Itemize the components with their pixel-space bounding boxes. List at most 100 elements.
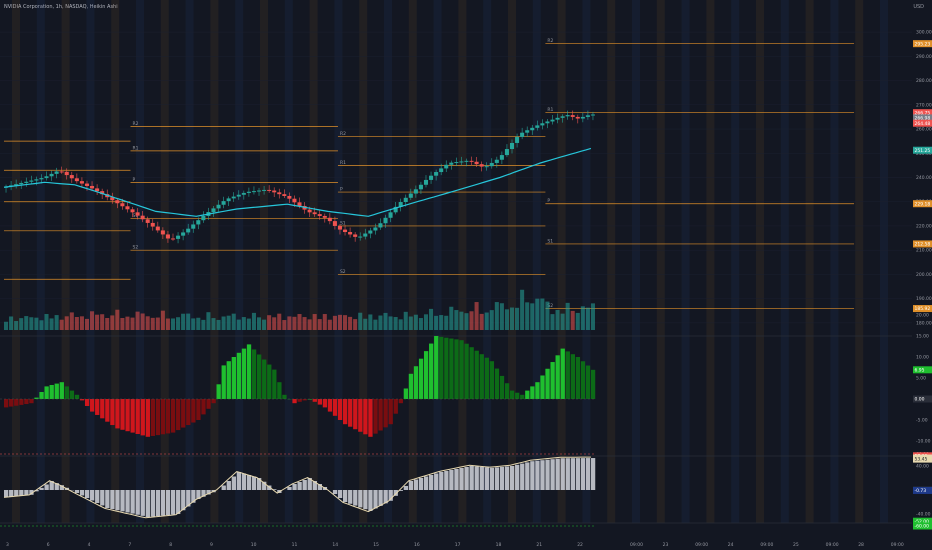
rsi-tick: 40.00 bbox=[916, 464, 929, 470]
osc-bar bbox=[297, 399, 302, 402]
volume-bar bbox=[489, 310, 494, 330]
candle-body bbox=[373, 227, 378, 231]
time-tick: 09:00 bbox=[891, 542, 904, 548]
candle-body bbox=[54, 171, 59, 174]
candle-body bbox=[312, 212, 317, 215]
time-tick: 09:00 bbox=[695, 542, 708, 548]
osc-bar bbox=[408, 373, 414, 399]
osc-bar bbox=[413, 366, 419, 399]
volume-bar bbox=[378, 315, 383, 330]
osc-bar bbox=[241, 348, 247, 399]
pivot-label: R1 bbox=[547, 107, 553, 113]
rsi-bar bbox=[110, 490, 115, 510]
price-badge: 266.75 bbox=[913, 109, 932, 116]
volume-bar bbox=[494, 302, 499, 330]
osc-bar bbox=[317, 399, 323, 405]
volume-bar bbox=[565, 302, 570, 330]
rsi-bar bbox=[520, 463, 525, 490]
price-badge: -52.00 bbox=[913, 517, 932, 525]
osc-bar bbox=[59, 382, 64, 399]
candle-body bbox=[469, 160, 474, 162]
osc-bar bbox=[196, 399, 201, 420]
time-tick: 09:00 bbox=[826, 542, 839, 548]
osc-bar bbox=[363, 399, 368, 435]
price-badge-text: -0.73 bbox=[915, 488, 927, 494]
session-band bbox=[433, 0, 442, 523]
rsi-bar bbox=[19, 490, 24, 496]
volume-bar bbox=[206, 312, 211, 330]
pivot-levels: R2 R1 P S1 S2 R2 R1 P S1 S2 R2 R1 P S1 S2 bbox=[4, 38, 855, 309]
osc-bar bbox=[231, 357, 236, 399]
rsi-bar bbox=[100, 490, 105, 506]
volume-bar bbox=[348, 316, 353, 330]
session-band bbox=[160, 0, 169, 523]
osc-bar bbox=[206, 399, 211, 409]
price-tick: 250.00 bbox=[916, 151, 932, 157]
time-tick: 7 bbox=[128, 542, 131, 548]
volume-bar bbox=[590, 303, 595, 330]
session-band bbox=[483, 0, 492, 523]
rsi-line bbox=[3, 456, 591, 519]
session-band bbox=[284, 0, 293, 523]
osc-bar bbox=[327, 399, 333, 412]
rsi-bar bbox=[24, 490, 29, 496]
candle-body bbox=[170, 238, 176, 240]
rsi-bar bbox=[469, 466, 474, 490]
osc-bar bbox=[484, 357, 489, 399]
osc-bar bbox=[393, 399, 398, 414]
volume-bar bbox=[343, 315, 348, 330]
candle-body bbox=[272, 190, 277, 193]
volume-bar bbox=[231, 313, 236, 330]
pivot-label: S1 bbox=[340, 220, 346, 226]
candle-body bbox=[236, 194, 241, 197]
osc-bar bbox=[95, 399, 100, 415]
volume-bar bbox=[312, 314, 317, 330]
candle-body bbox=[262, 189, 267, 191]
pivot-label: P bbox=[132, 177, 135, 183]
rsi-bar bbox=[312, 481, 317, 490]
price-badge-text: -60.00 bbox=[915, 524, 930, 530]
osc-bar bbox=[181, 399, 186, 428]
osc-bar bbox=[590, 369, 596, 399]
price-tick: 290.00 bbox=[916, 54, 932, 60]
session-band bbox=[235, 0, 244, 523]
price-badge: 266.98 bbox=[913, 114, 932, 121]
osc-bar bbox=[155, 399, 161, 436]
rsi-bar bbox=[29, 490, 34, 495]
pivot-label: S2 bbox=[547, 303, 553, 309]
volume-bar bbox=[95, 314, 100, 330]
session-band bbox=[61, 0, 70, 523]
price-badge-bg bbox=[913, 109, 932, 117]
osc-bar bbox=[165, 399, 171, 434]
price-badge-bg bbox=[913, 486, 932, 494]
osc-bar bbox=[454, 339, 459, 399]
price-badge-text: -52.00 bbox=[915, 519, 930, 525]
osc-bar bbox=[140, 399, 145, 436]
osc-bar bbox=[277, 382, 282, 399]
rsi-bar bbox=[226, 481, 231, 490]
volume-bar bbox=[155, 317, 160, 330]
volume-bar bbox=[570, 310, 575, 330]
pivot-label: R1 bbox=[132, 145, 138, 151]
rsi-bar bbox=[393, 490, 398, 496]
volume-bar bbox=[504, 309, 509, 330]
candle-body bbox=[454, 162, 459, 164]
pivot-label: S2 bbox=[340, 269, 346, 275]
volume-bar bbox=[560, 313, 565, 330]
volume-bar bbox=[580, 306, 585, 330]
candle-body bbox=[64, 171, 69, 176]
candle-body bbox=[34, 179, 39, 181]
osc-bar bbox=[292, 399, 297, 404]
osc-tick: 5.00 bbox=[916, 376, 926, 382]
candle-body bbox=[120, 203, 125, 207]
candle-body bbox=[540, 123, 545, 126]
candle-body bbox=[368, 230, 373, 234]
price-badge: 212.58 bbox=[913, 240, 932, 248]
rsi-bar bbox=[130, 490, 135, 514]
osc-bar bbox=[403, 388, 409, 399]
rsi-bar bbox=[545, 459, 550, 490]
candle-body bbox=[186, 228, 191, 233]
osc-bar bbox=[423, 351, 429, 399]
time-tick: 09:00 bbox=[760, 542, 773, 548]
